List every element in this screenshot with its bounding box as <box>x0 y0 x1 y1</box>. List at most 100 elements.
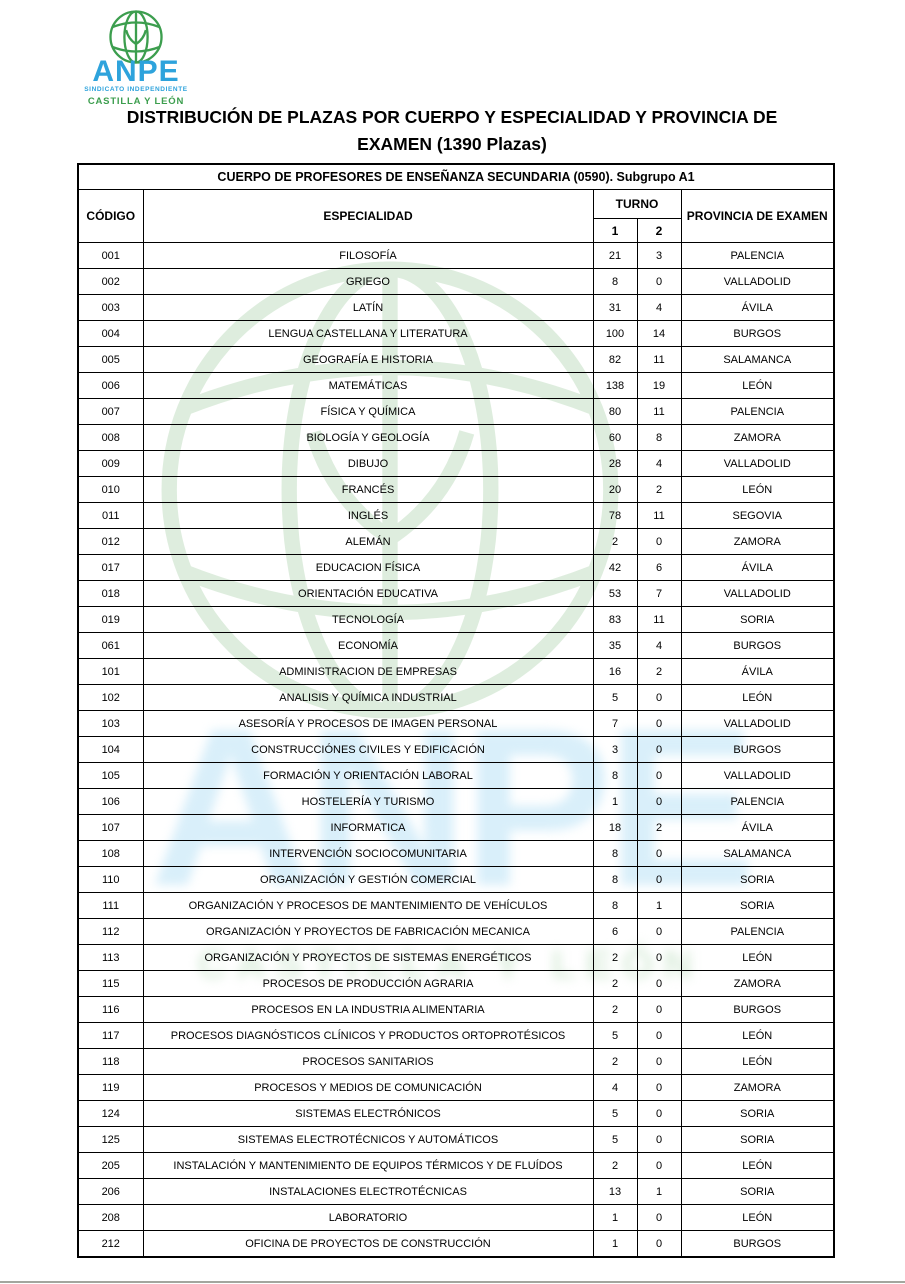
cell-codigo: 009 <box>77 450 144 477</box>
cell-codigo: 017 <box>77 554 144 581</box>
cell-provincia: PALENCIA <box>680 398 835 425</box>
table-subheader-row: 1 2 <box>78 218 834 243</box>
table-row: 110 ORGANIZACIÓN Y GESTIÓN COMERCIAL 8 0 SOR… <box>77 866 835 893</box>
cell-turno2: 0 <box>636 1074 682 1101</box>
cell-especialidad: EDUCACION FÍSICA <box>142 554 594 581</box>
cell-turno1: 3 <box>592 736 638 763</box>
cell-codigo: 018 <box>77 580 144 607</box>
table-row: 011 INGLÉS 78 11 SEGOVIA <box>77 502 835 529</box>
cell-turno2: 0 <box>636 918 682 945</box>
cell-turno1: 21 <box>592 242 638 269</box>
cell-turno1: 138 <box>592 372 638 399</box>
table-row: 003 LATÍN 31 4 ÁVILA <box>77 294 835 321</box>
cell-especialidad: INGLÉS <box>142 502 594 529</box>
cell-codigo: 010 <box>77 476 144 503</box>
cell-codigo: 102 <box>77 684 144 711</box>
logo-subtitle-sindicato: SINDICATO INDEPENDIENTE <box>84 86 188 93</box>
cell-provincia: ZAMORA <box>680 528 835 555</box>
cell-turno2: 0 <box>636 1126 682 1153</box>
table-header-row: CÓDIGO ESPECIALIDAD TURNO PROVINCIA DE E… <box>77 189 835 243</box>
page-title-line2: EXAMEN (1390 Plazas) <box>357 134 547 154</box>
cell-turno1: 83 <box>592 606 638 633</box>
cell-provincia: LEÓN <box>680 944 835 971</box>
cell-codigo: 117 <box>77 1022 144 1049</box>
cell-provincia: VALLADOLID <box>680 268 835 295</box>
cell-especialidad: SISTEMAS ELECTROTÉCNICOS Y AUTOMÁTICOS <box>142 1126 594 1153</box>
cell-especialidad: SISTEMAS ELECTRÓNICOS <box>142 1100 594 1127</box>
cell-turno1: 1 <box>592 1204 638 1231</box>
cell-turno1: 2 <box>592 528 638 555</box>
cell-turno1: 5 <box>592 1126 638 1153</box>
cell-turno2: 0 <box>636 684 682 711</box>
cell-turno2: 2 <box>636 814 682 841</box>
cell-codigo: 116 <box>77 996 144 1023</box>
plazas-table: CUERPO DE PROFESORES DE ENSEÑANZA SECUND… <box>77 163 835 1258</box>
table-row: 017 EDUCACION FÍSICA 42 6 ÁVILA <box>77 554 835 581</box>
cell-provincia: LEÓN <box>680 1204 835 1231</box>
table-row: 124 SISTEMAS ELECTRÓNICOS 5 0 SORIA <box>77 1100 835 1127</box>
cell-especialidad: ORIENTACIÓN EDUCATIVA <box>142 580 594 607</box>
table-row: 112 ORGANIZACIÓN Y PROYECTOS DE FABRICACI… <box>77 918 835 945</box>
cell-especialidad: PROCESOS DIAGNÓSTICOS CLÍNICOS Y PRODUCT… <box>142 1022 594 1049</box>
anpe-logo: ANPE SINDICATO INDEPENDIENTE CASTILLA Y … <box>78 8 194 107</box>
cell-turno1: 13 <box>592 1178 638 1205</box>
cell-provincia: VALLADOLID <box>680 580 835 607</box>
cell-especialidad: LENGUA CASTELLANA Y LITERATURA <box>142 320 594 347</box>
table-row: 108 INTERVENCIÓN SOCIOCOMUNITARIA 8 0 SALAMA… <box>77 840 835 867</box>
logo-subtitle-castilla: CASTILLA Y LEÓN <box>87 96 185 107</box>
table-row: 107 INFORMATICA 18 2 ÁVILA <box>77 814 835 841</box>
cell-turno1: 2 <box>592 1048 638 1075</box>
cell-codigo: 113 <box>77 944 144 971</box>
cell-provincia: SORIA <box>680 606 835 633</box>
col-header-especialidad: ESPECIALIDAD <box>142 189 594 243</box>
cell-turno2: 4 <box>636 632 682 659</box>
cell-provincia: ÁVILA <box>680 554 835 581</box>
table-row: 005 GEOGRAFÍA E HISTORIA 82 11 SALAMANCA <box>77 346 835 373</box>
cell-codigo: 111 <box>77 892 144 919</box>
cell-provincia: ZAMORA <box>680 424 835 451</box>
table-row: 019 TECNOLOGÍA 83 11 SORIA <box>77 606 835 633</box>
col-header-codigo: CÓDIGO <box>77 189 144 243</box>
table-row: 208 LABORATORIO 1 0 LEÓN <box>77 1204 835 1231</box>
cell-codigo: 108 <box>77 840 144 867</box>
table-row: 101 ADMINISTRACION DE EMPRESAS 16 2 ÁVILA <box>77 658 835 685</box>
cell-provincia: PALENCIA <box>680 242 835 269</box>
cell-codigo: 004 <box>77 320 144 347</box>
cell-codigo: 061 <box>77 632 144 659</box>
cell-codigo: 212 <box>77 1230 144 1258</box>
cell-provincia: BURGOS <box>680 736 835 763</box>
cell-codigo: 011 <box>77 502 144 529</box>
cell-provincia: BURGOS <box>680 996 835 1023</box>
cell-provincia: SEGOVIA <box>680 502 835 529</box>
cell-codigo: 206 <box>77 1178 144 1205</box>
cell-turno2: 11 <box>636 606 682 633</box>
cell-turno1: 8 <box>592 762 638 789</box>
cell-especialidad: PROCESOS DE PRODUCCIÓN AGRARIA <box>142 970 594 997</box>
cell-provincia: SORIA <box>680 1178 835 1205</box>
cell-turno1: 5 <box>592 684 638 711</box>
cell-provincia: VALLADOLID <box>680 762 835 789</box>
cell-turno2: 2 <box>636 476 682 503</box>
cell-turno2: 3 <box>636 242 682 269</box>
col-header-provincia: PROVINCIA DE EXAMEN <box>680 189 835 243</box>
cell-codigo: 205 <box>77 1152 144 1179</box>
cell-especialidad: GEOGRAFÍA E HISTORIA <box>142 346 594 373</box>
table-row: 111 ORGANIZACIÓN Y PROCESOS DE MANTENIMIE… <box>77 892 835 919</box>
cell-especialidad: INFORMATICA <box>142 814 594 841</box>
cell-turno2: 0 <box>636 944 682 971</box>
cell-especialidad: ANALISIS Y QUÍMICA INDUSTRIAL <box>142 684 594 711</box>
table-row: 010 FRANCÉS 20 2 LEÓN <box>77 476 835 503</box>
cell-turno2: 0 <box>636 736 682 763</box>
cell-codigo: 006 <box>77 372 144 399</box>
cell-provincia: SORIA <box>680 866 835 893</box>
cell-especialidad: PROCESOS SANITARIOS <box>142 1048 594 1075</box>
table-row: 118 PROCESOS SANITARIOS 2 0 LEÓN <box>77 1048 835 1075</box>
cell-turno1: 2 <box>592 970 638 997</box>
cell-provincia: PALENCIA <box>680 788 835 815</box>
cell-turno2: 8 <box>636 424 682 451</box>
table-row: 106 HOSTELERÍA Y TURISMO 1 0 PALENCIA <box>77 788 835 815</box>
cell-turno1: 60 <box>592 424 638 451</box>
cell-provincia: SALAMANCA <box>680 840 835 867</box>
cell-provincia: SORIA <box>680 892 835 919</box>
cell-turno1: 28 <box>592 450 638 477</box>
